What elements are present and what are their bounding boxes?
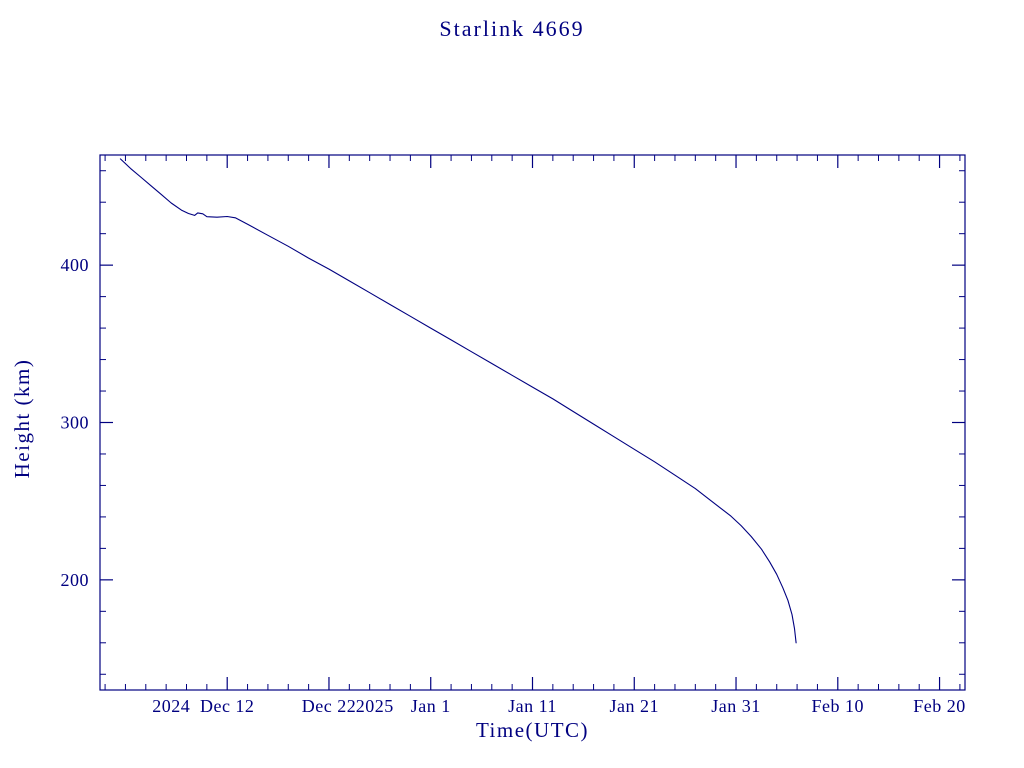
decay-curve: [119, 158, 797, 644]
y-axis-label: Height (km): [10, 358, 34, 479]
x-tick-label: Dec 22: [302, 696, 356, 716]
x-tick-year-label: 2024: [152, 696, 190, 716]
y-tick-label: 300: [61, 413, 90, 433]
plot-frame: [99, 154, 966, 691]
x-tick-label: Feb 20: [913, 696, 966, 716]
x-tick-label: Feb 10: [812, 696, 865, 716]
x-tick-label: Jan 1: [411, 696, 451, 716]
x-tick-label: Jan 21: [610, 696, 660, 716]
x-tick-label: Dec 12: [200, 696, 254, 716]
x-axis-label: Time(UTC): [475, 718, 590, 742]
y-tick-label: 400: [61, 255, 90, 275]
x-tick-year-label: 2025: [356, 696, 394, 716]
y-tick-label: 200: [61, 570, 90, 590]
x-tick-label: Jan 11: [508, 696, 557, 716]
x-tick-label: Jan 31: [711, 696, 761, 716]
chart-title: Starlink 4669: [439, 16, 585, 41]
